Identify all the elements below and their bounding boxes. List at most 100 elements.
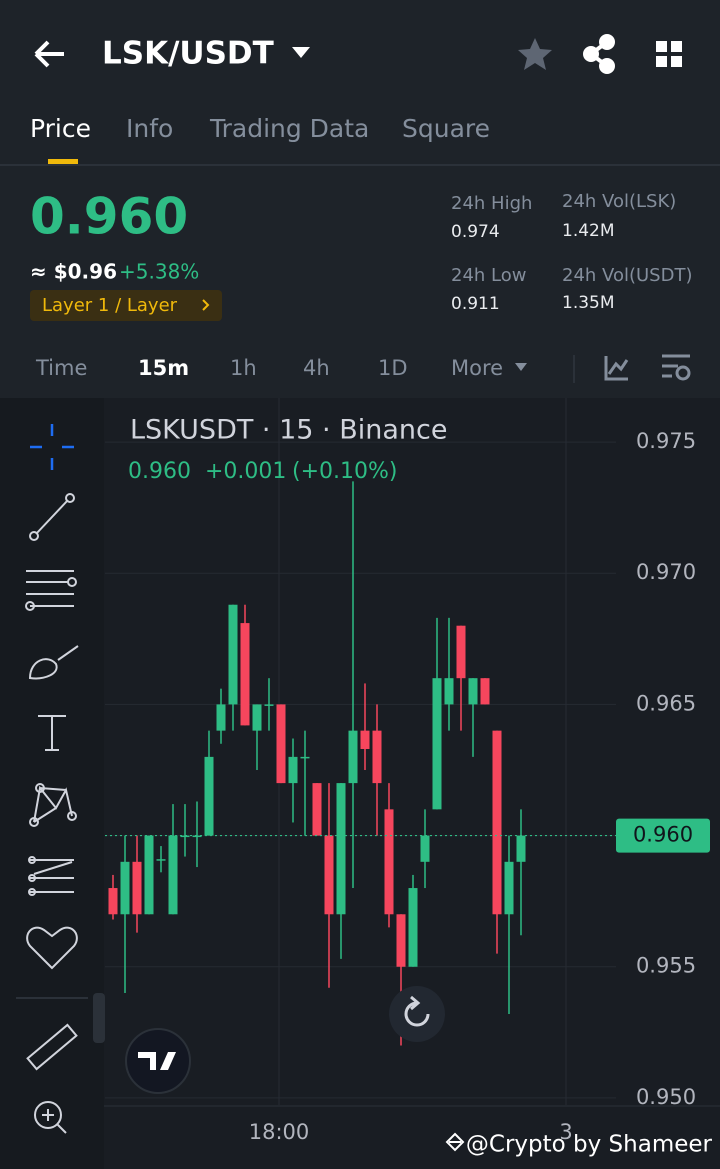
crosshair-tool[interactable] [30, 424, 74, 470]
trendline-tool[interactable] [29, 493, 75, 541]
legend-percent: (+0.10%) [292, 459, 398, 484]
chart-background [0, 398, 720, 1169]
stat-label: 24h Vol(USDT) [562, 265, 692, 286]
candle-body [132, 861, 142, 915]
candle-body [408, 888, 418, 967]
candle-body [504, 861, 514, 915]
candle-body [108, 888, 118, 915]
legend-change: +0.001 [205, 459, 286, 484]
indicator-button[interactable] [604, 356, 629, 381]
interval[interactable]: More [451, 356, 503, 380]
more-dropdown[interactable] [515, 363, 527, 371]
y-tick-label: 0.950 [636, 1085, 696, 1109]
candle-body [288, 756, 298, 784]
candle-body [216, 704, 226, 731]
candle-body [252, 704, 262, 731]
pair-dropdown[interactable] [292, 47, 310, 58]
y-tick-label: 0.975 [636, 429, 696, 453]
stat-label: 24h High [451, 193, 532, 214]
legend-close: 0.960 [128, 459, 191, 484]
candle-body [264, 704, 274, 706]
candle-body [312, 783, 322, 836]
favorite-button[interactable] [518, 38, 552, 70]
reset-icon [404, 995, 430, 1027]
favorites-tool[interactable] [26, 926, 78, 970]
candle-body [396, 914, 406, 967]
interval[interactable]: 1h [230, 356, 257, 380]
interval[interactable]: Time [35, 356, 87, 380]
y-tick-label: 0.970 [636, 560, 696, 584]
stat-value: 1.35M [562, 293, 615, 313]
pattern-tool[interactable] [29, 783, 77, 827]
candle-body [204, 756, 214, 836]
candle-body [444, 678, 454, 705]
binance-logo [445, 1132, 465, 1152]
candle-body [300, 756, 310, 759]
last-price-box [616, 818, 710, 853]
tradingview-logo[interactable] [125, 1028, 191, 1094]
tab[interactable]: Trading Data [209, 114, 369, 143]
candle-body [480, 678, 490, 705]
tab-indicator [48, 159, 78, 164]
interval[interactable]: 1D [378, 356, 408, 380]
candle-body [492, 730, 502, 915]
candle-body [384, 809, 394, 915]
zoom-tool[interactable] [34, 1101, 67, 1134]
measure-tool[interactable] [26, 1023, 78, 1071]
change: +5.38% [119, 260, 199, 284]
candle-body [456, 625, 466, 679]
candle-body [324, 835, 334, 915]
y-tick-label: 0.955 [636, 954, 696, 978]
usd-price: ≈ $0.96 [30, 260, 117, 284]
candle-body [468, 678, 478, 705]
prediction-tool[interactable] [28, 856, 74, 896]
last-price-label: 0.960 [633, 823, 693, 847]
last-price: 0.960 [30, 188, 188, 246]
tab[interactable]: Price [30, 114, 91, 143]
candle-body [240, 623, 250, 726]
brush-tool[interactable] [28, 645, 79, 680]
candle-body [360, 730, 370, 750]
settings-button[interactable] [662, 354, 691, 381]
stat-value: 0.974 [451, 222, 500, 242]
tag-arrow [202, 299, 210, 311]
pair[interactable]: LSK/USDT [102, 36, 274, 72]
candle-body [168, 835, 178, 915]
candle-body [348, 730, 358, 784]
drawing-tools [16, 424, 88, 1134]
candle-body [336, 783, 346, 915]
time-label: 18:00 [249, 1120, 310, 1144]
candle-body [192, 835, 202, 838]
candle-body [372, 730, 382, 784]
chart-title: LSKUSDT · 15 · Binance [130, 415, 447, 446]
share-button[interactable] [583, 34, 615, 74]
candle-body [120, 861, 130, 915]
tradingview-mark [138, 1052, 176, 1070]
interval[interactable]: 4h [303, 356, 330, 380]
watermark: @Crypto by Shameer [466, 1132, 713, 1158]
candle-body [516, 835, 526, 862]
candle-body [144, 835, 154, 915]
candle-body [156, 859, 166, 861]
candle-body [180, 835, 190, 838]
back-button[interactable] [34, 40, 64, 68]
candle-body [276, 704, 286, 784]
tab[interactable]: Info [126, 114, 173, 143]
stat-label: 24h Low [451, 265, 526, 286]
grid-button[interactable] [656, 41, 682, 67]
interval[interactable]: 15m [138, 356, 189, 380]
stat-value: 1.42M [562, 221, 615, 241]
reset-button[interactable] [389, 986, 445, 1042]
tab[interactable]: Square [402, 114, 490, 143]
tag-label[interactable]: Layer 1 / Layer [42, 295, 178, 316]
stat-label: 24h Vol(LSK) [562, 191, 676, 212]
candle-body [228, 604, 238, 705]
fib-tool[interactable] [25, 570, 77, 611]
text-tool[interactable] [38, 715, 66, 751]
stat-value: 0.911 [451, 294, 500, 314]
toolbar-collapse[interactable] [93, 993, 105, 1043]
tag[interactable] [30, 290, 222, 321]
candle-body [420, 835, 430, 862]
time-label: 3 [559, 1120, 572, 1144]
